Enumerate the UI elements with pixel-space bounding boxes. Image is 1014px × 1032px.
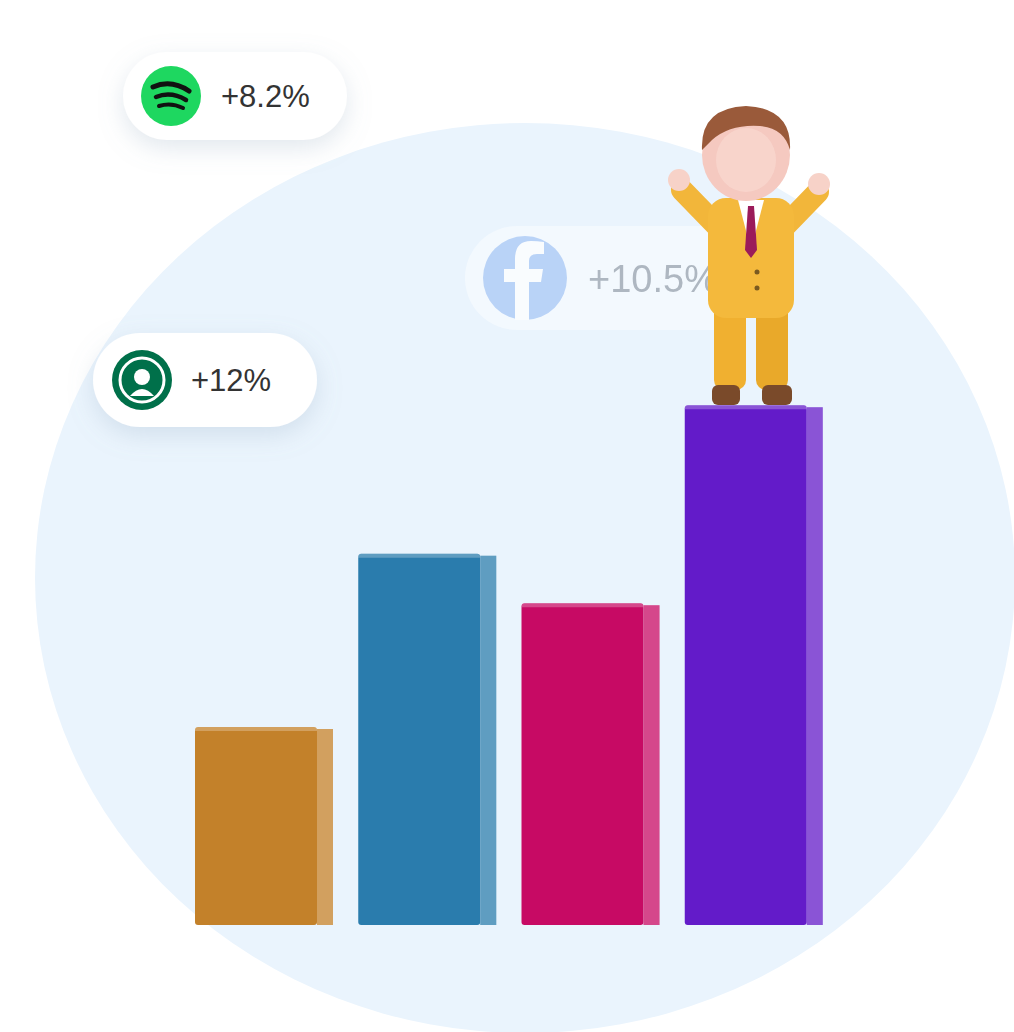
svg-text:+10.5%: +10.5% bbox=[588, 258, 718, 300]
svg-text:+12%: +12% bbox=[191, 363, 271, 398]
svg-text:+8.2%: +8.2% bbox=[221, 79, 310, 114]
